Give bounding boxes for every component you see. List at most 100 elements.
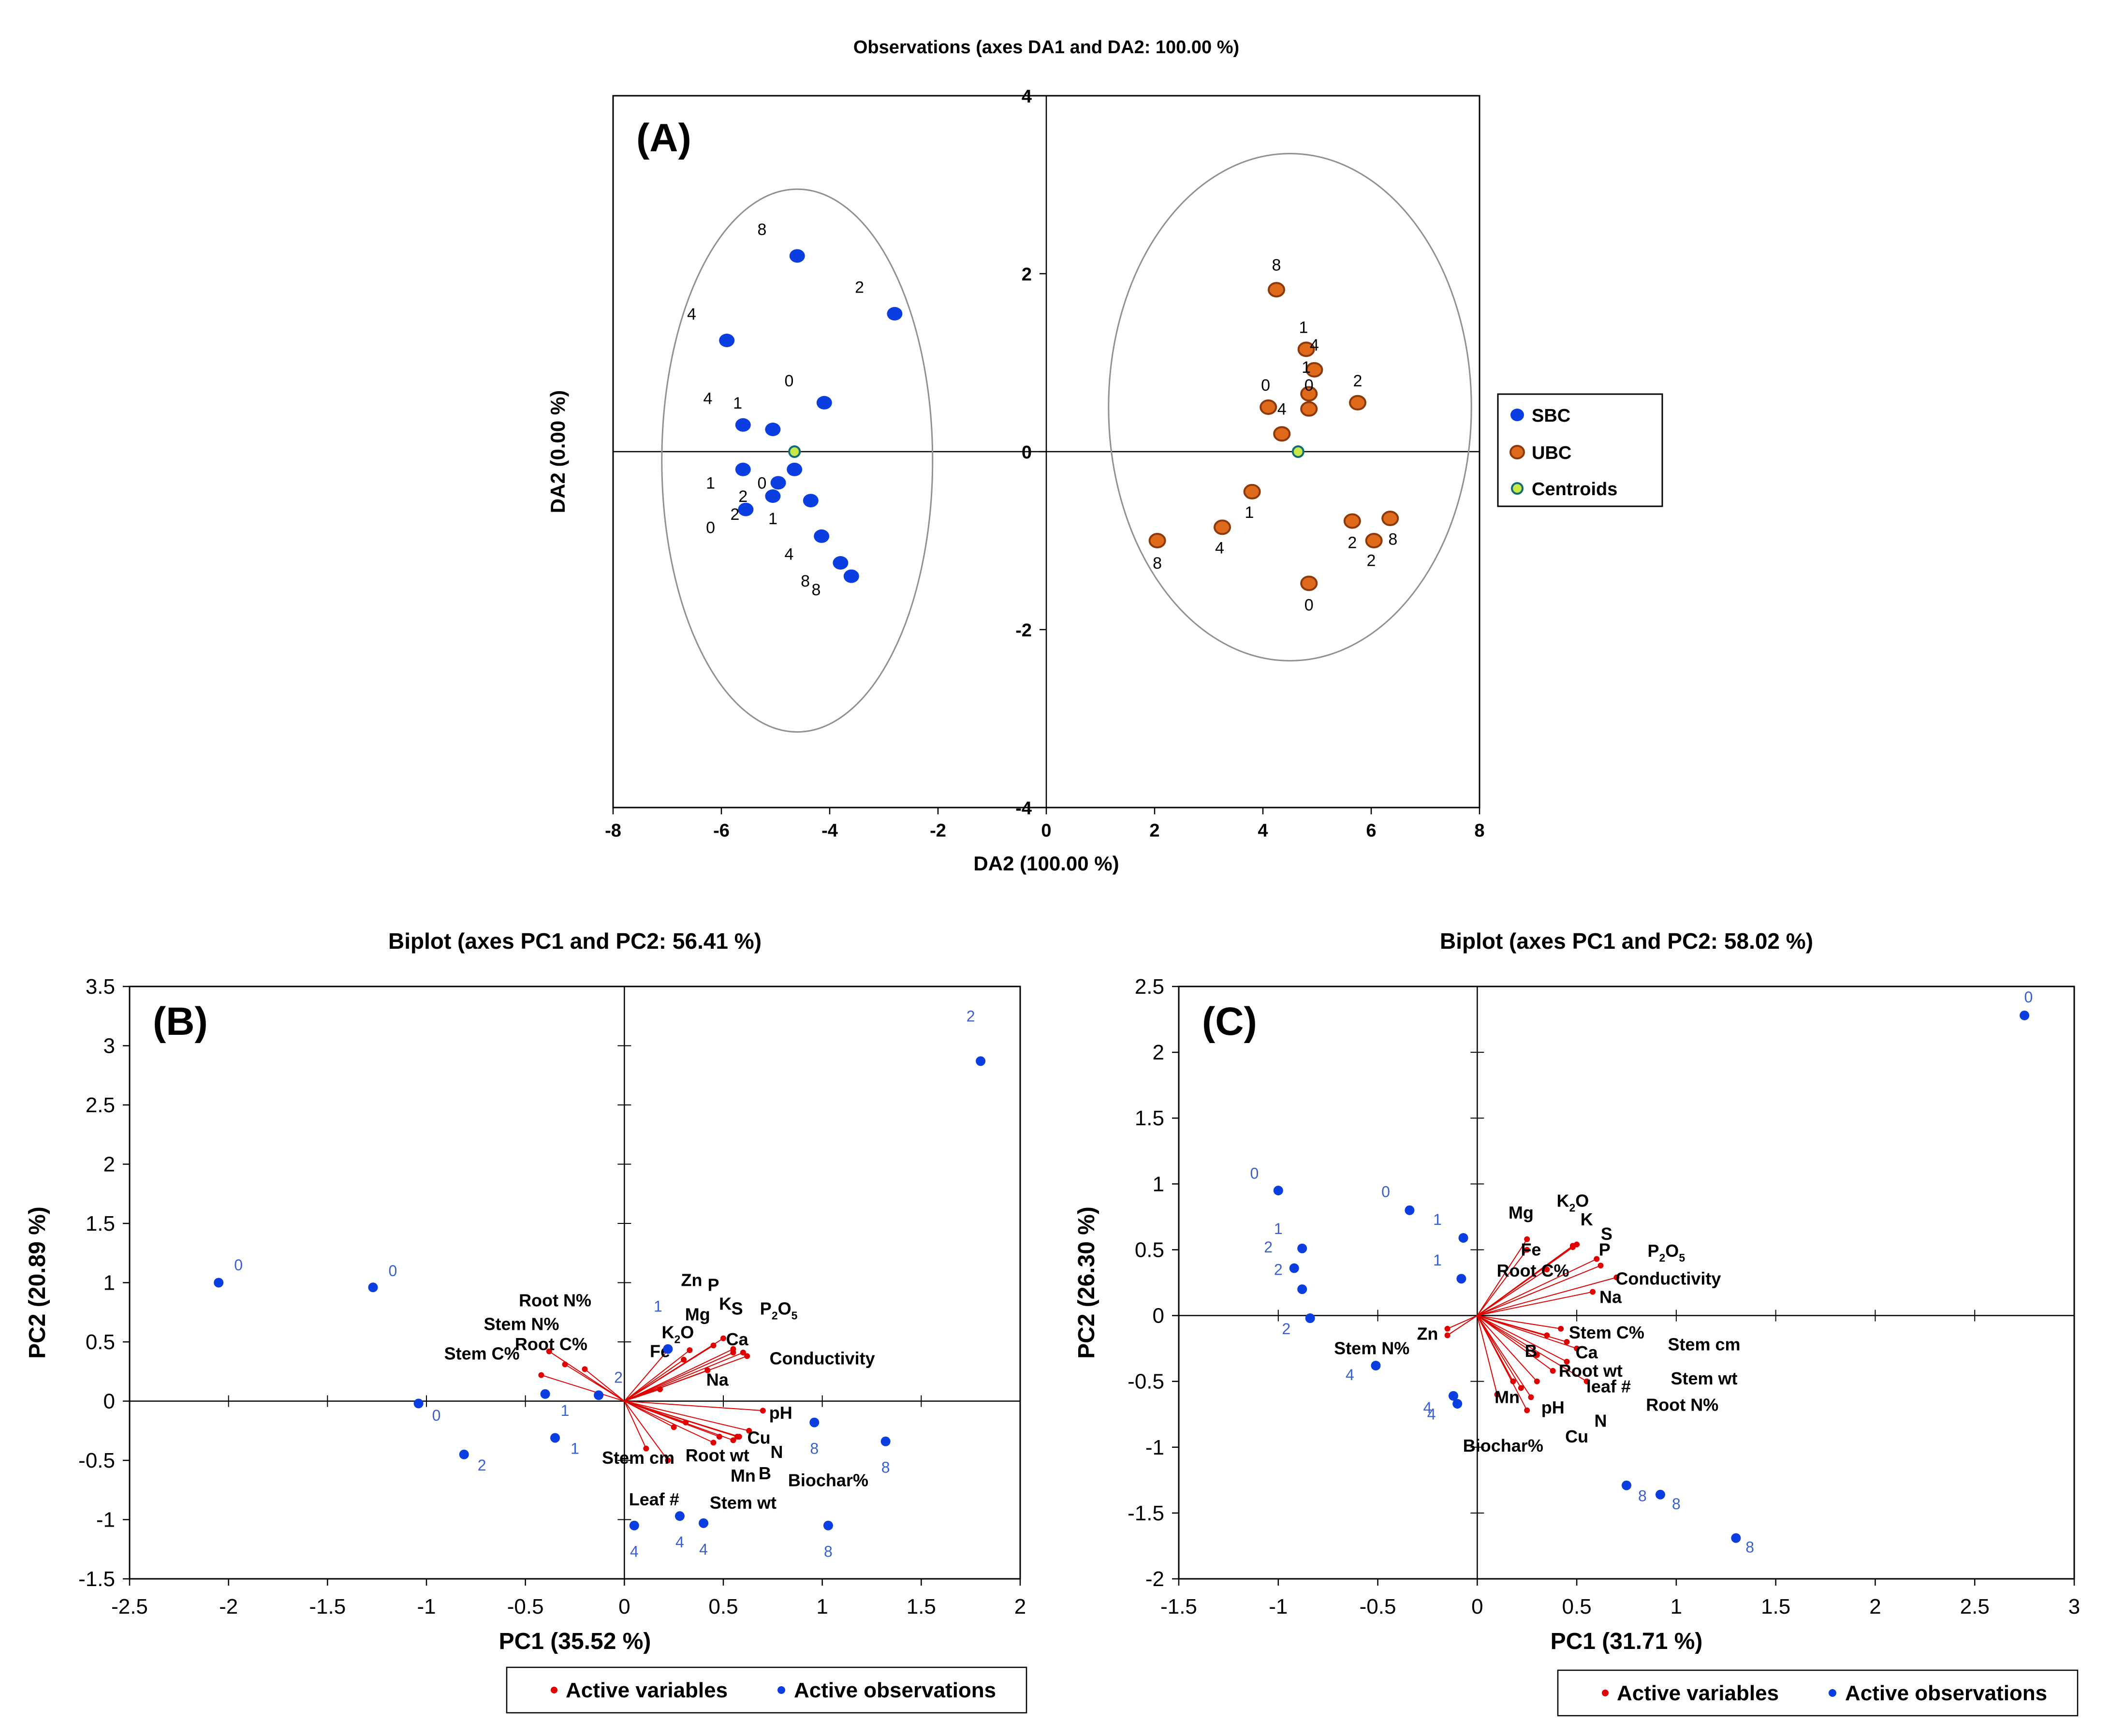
y-tick-label: 0.5 <box>1135 1238 1164 1262</box>
observation-label: 2 <box>1264 1238 1273 1256</box>
variable-label: S <box>1601 1224 1612 1244</box>
variable-label: Mn <box>731 1466 756 1486</box>
variable-point <box>730 1437 736 1443</box>
observation-label: 2 <box>1348 534 1357 552</box>
variable-vector <box>565 1364 625 1402</box>
variable-point <box>1524 1407 1530 1413</box>
sbc-point <box>843 569 859 583</box>
variable-point <box>1494 1391 1500 1398</box>
variable-vector <box>1477 1239 1528 1316</box>
y-tick-label: 0 <box>1153 1304 1164 1328</box>
observation-label: 4 <box>1346 1366 1354 1383</box>
variable-label: Mn <box>1495 1387 1520 1407</box>
x-tick-label: 8 <box>1474 821 1484 841</box>
observation-label: 2 <box>731 505 740 524</box>
x-tick-label: 2 <box>1149 821 1159 841</box>
variable-vector <box>624 1400 686 1423</box>
legend-observations-marker <box>1829 1689 1836 1697</box>
variable-vector <box>624 1352 744 1402</box>
variable-label: Root wt <box>1559 1361 1623 1381</box>
variable-point <box>1590 1289 1596 1295</box>
observation-point <box>459 1449 469 1459</box>
observation-label: 4 <box>630 1543 639 1560</box>
variable-label: Cu <box>1565 1427 1588 1446</box>
variable-label: S <box>732 1298 743 1318</box>
variable-label: N <box>771 1442 783 1462</box>
legend-label-observations: Active observations <box>794 1678 996 1702</box>
variable-vector <box>1477 1315 1553 1371</box>
y-tick-label: -4 <box>1015 798 1032 819</box>
variable-vector <box>1477 1247 1573 1316</box>
plot-frame <box>129 986 1021 1580</box>
observation-label: 2 <box>1282 1320 1290 1338</box>
observation-label: 8 <box>1388 530 1397 548</box>
observation-label: 8 <box>1153 554 1162 573</box>
x-tick-label: 3 <box>2068 1595 2080 1618</box>
variable-point <box>1597 1263 1604 1269</box>
variable-label: pH <box>1541 1398 1565 1417</box>
observation-label: 0 <box>706 518 715 537</box>
x-tick-label: -0.5 <box>507 1595 544 1618</box>
sbc-point <box>735 418 751 432</box>
panel-a: Observations (axes DA1 and DA2: 100.00 %… <box>546 37 1663 875</box>
variable-label: Conductivity <box>1615 1268 1721 1288</box>
ubc-point <box>1305 362 1323 378</box>
variable-label: P <box>1599 1239 1611 1259</box>
x-tick-label: -2.5 <box>111 1595 148 1618</box>
variable-label: Root N% <box>1646 1395 1718 1415</box>
observation-label: 2 <box>614 1369 623 1386</box>
variable-point <box>710 1440 717 1446</box>
ubc-point <box>1343 513 1361 529</box>
variable-label: Leaf # <box>629 1489 679 1509</box>
y-tick-label: -1.5 <box>1128 1501 1164 1525</box>
x-tick-label: 4 <box>1258 821 1268 841</box>
variable-point <box>1524 1236 1530 1242</box>
variable-vector <box>1477 1315 1561 1329</box>
plot-frame <box>1178 986 2075 1580</box>
variable-vector <box>1477 1315 1567 1362</box>
observation-point <box>1452 1398 1463 1409</box>
x-tick-label: -4 <box>821 821 838 841</box>
legend-variables-marker <box>551 1687 557 1693</box>
variable-label: Biochar% <box>788 1471 868 1490</box>
variable-vector <box>624 1400 674 1428</box>
observation-point <box>976 1056 986 1066</box>
sbc-point <box>719 334 735 347</box>
legend-label-sbc: SBC <box>1532 406 1570 426</box>
sbc-point <box>887 307 903 321</box>
observation-label: 1 <box>654 1298 662 1315</box>
variable-label: Stem wt <box>710 1493 777 1513</box>
sbc-point <box>735 462 751 476</box>
variable-point <box>1510 1378 1516 1384</box>
sbc-point <box>816 396 832 410</box>
ubc-point <box>1268 282 1285 298</box>
legend-label-ubc: UBC <box>1532 443 1571 463</box>
variable-vector <box>624 1369 708 1402</box>
variable-vector <box>624 1400 763 1412</box>
y-tick-label: -0.5 <box>78 1449 115 1472</box>
variable-label: K2O <box>661 1322 694 1345</box>
variable-point <box>746 1427 752 1434</box>
variable-point <box>1613 1274 1620 1280</box>
variable-vector <box>624 1350 669 1402</box>
variable-vector <box>1477 1269 1547 1316</box>
ubc-point <box>1260 399 1277 415</box>
observation-point <box>550 1433 560 1443</box>
observation-label: 8 <box>801 572 810 590</box>
observation-label: 0 <box>1250 1165 1259 1182</box>
variable-point <box>716 1434 722 1440</box>
variable-label: Ca <box>726 1329 749 1349</box>
observation-point <box>594 1390 604 1400</box>
variable-label: K2O <box>1556 1191 1589 1214</box>
observation-point <box>1371 1361 1381 1370</box>
observation-label: 0 <box>234 1256 243 1274</box>
ubc-point <box>1148 533 1166 548</box>
y-axis-title: DA2 (0.00 %) <box>546 390 569 513</box>
variable-vector <box>624 1338 724 1402</box>
variable-label: N <box>1594 1411 1607 1430</box>
variable-vector <box>624 1352 733 1402</box>
observation-point <box>674 1511 685 1521</box>
legend-box <box>1557 1669 2079 1717</box>
variable-label: Stem N% <box>1334 1339 1409 1358</box>
variable-label: leaf # <box>1586 1377 1631 1397</box>
